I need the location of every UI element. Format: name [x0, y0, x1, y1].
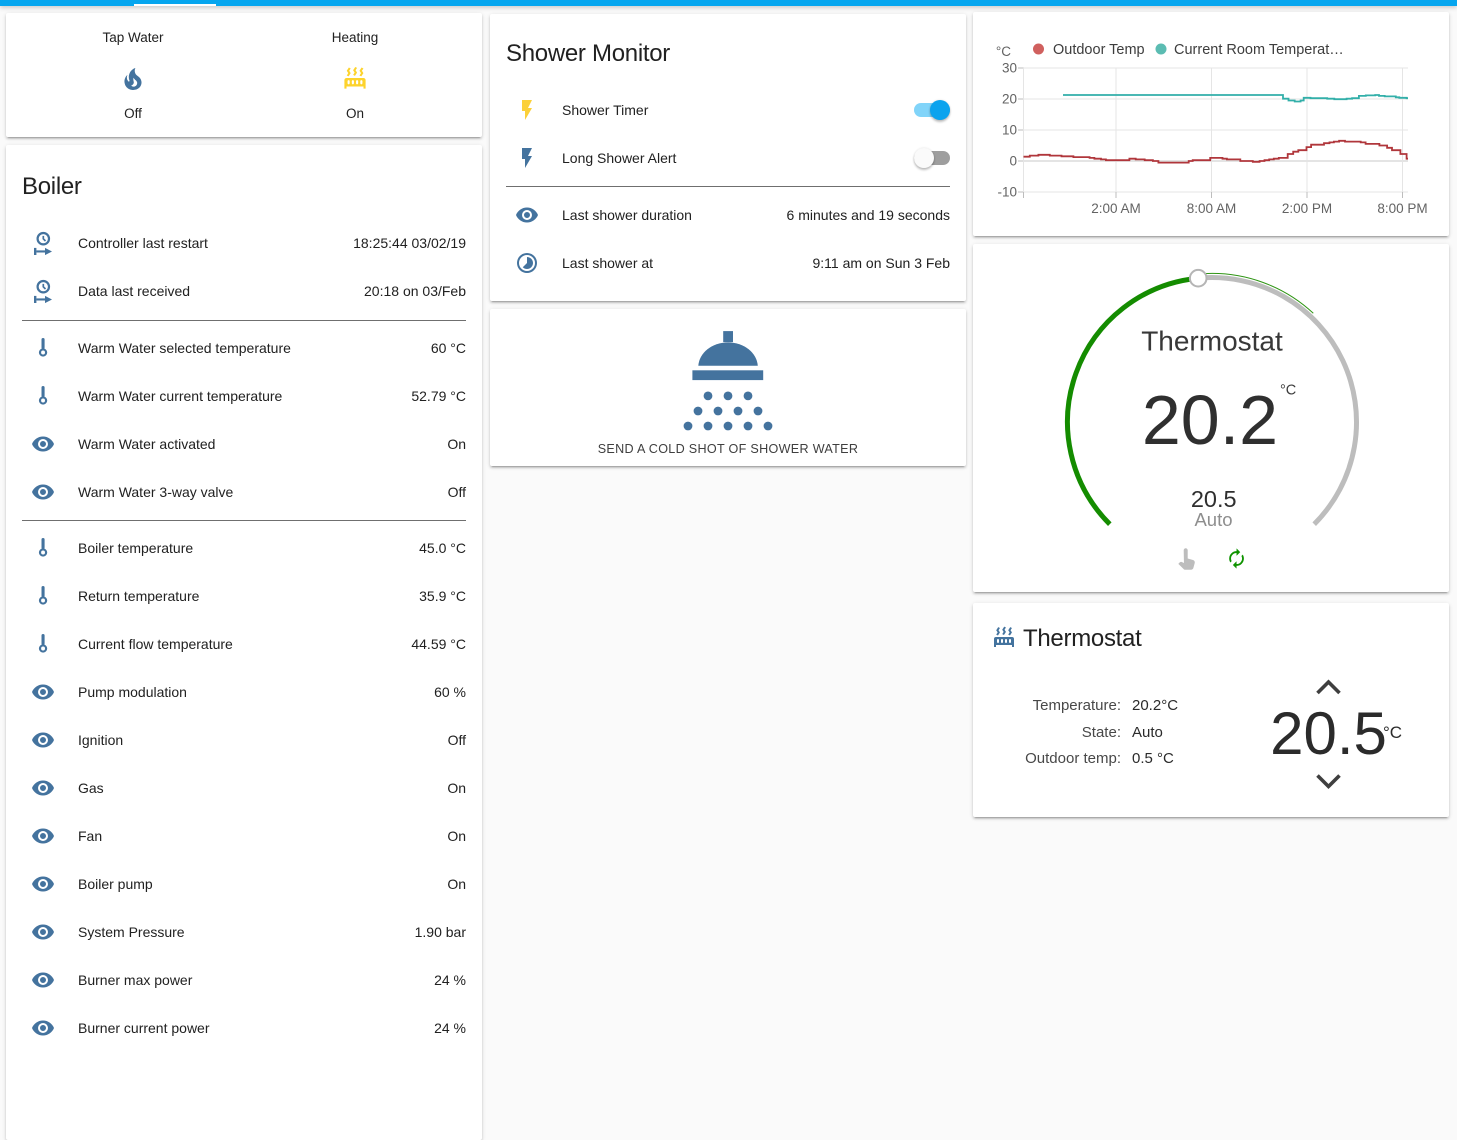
svg-text:20.2: 20.2	[1142, 381, 1278, 459]
svg-text:2:00 AM: 2:00 AM	[1091, 201, 1141, 216]
svg-text:20.5: 20.5	[1270, 700, 1387, 767]
svg-text:Thermostat: Thermostat	[1141, 326, 1283, 357]
svg-text:0: 0	[1009, 154, 1017, 169]
svg-text:30: 30	[1002, 61, 1017, 76]
svg-text:-10: -10	[997, 185, 1017, 200]
svg-text:°C: °C	[996, 44, 1011, 59]
svg-text:°C: °C	[1280, 383, 1296, 399]
svg-text:Auto: Auto	[1194, 509, 1232, 530]
svg-text:2:00 PM: 2:00 PM	[1282, 201, 1332, 216]
svg-text:Outdoor Temp: Outdoor Temp	[1053, 42, 1145, 58]
svg-text:20: 20	[1002, 92, 1017, 107]
svg-text:8:00 PM: 8:00 PM	[1377, 201, 1427, 216]
svg-text:Current Room Temperat…: Current Room Temperat…	[1174, 42, 1344, 58]
svg-text:°C: °C	[1383, 723, 1402, 742]
svg-text:10: 10	[1002, 123, 1017, 138]
svg-text:8:00 AM: 8:00 AM	[1187, 201, 1237, 216]
svg-text:20.5: 20.5	[1191, 486, 1237, 512]
